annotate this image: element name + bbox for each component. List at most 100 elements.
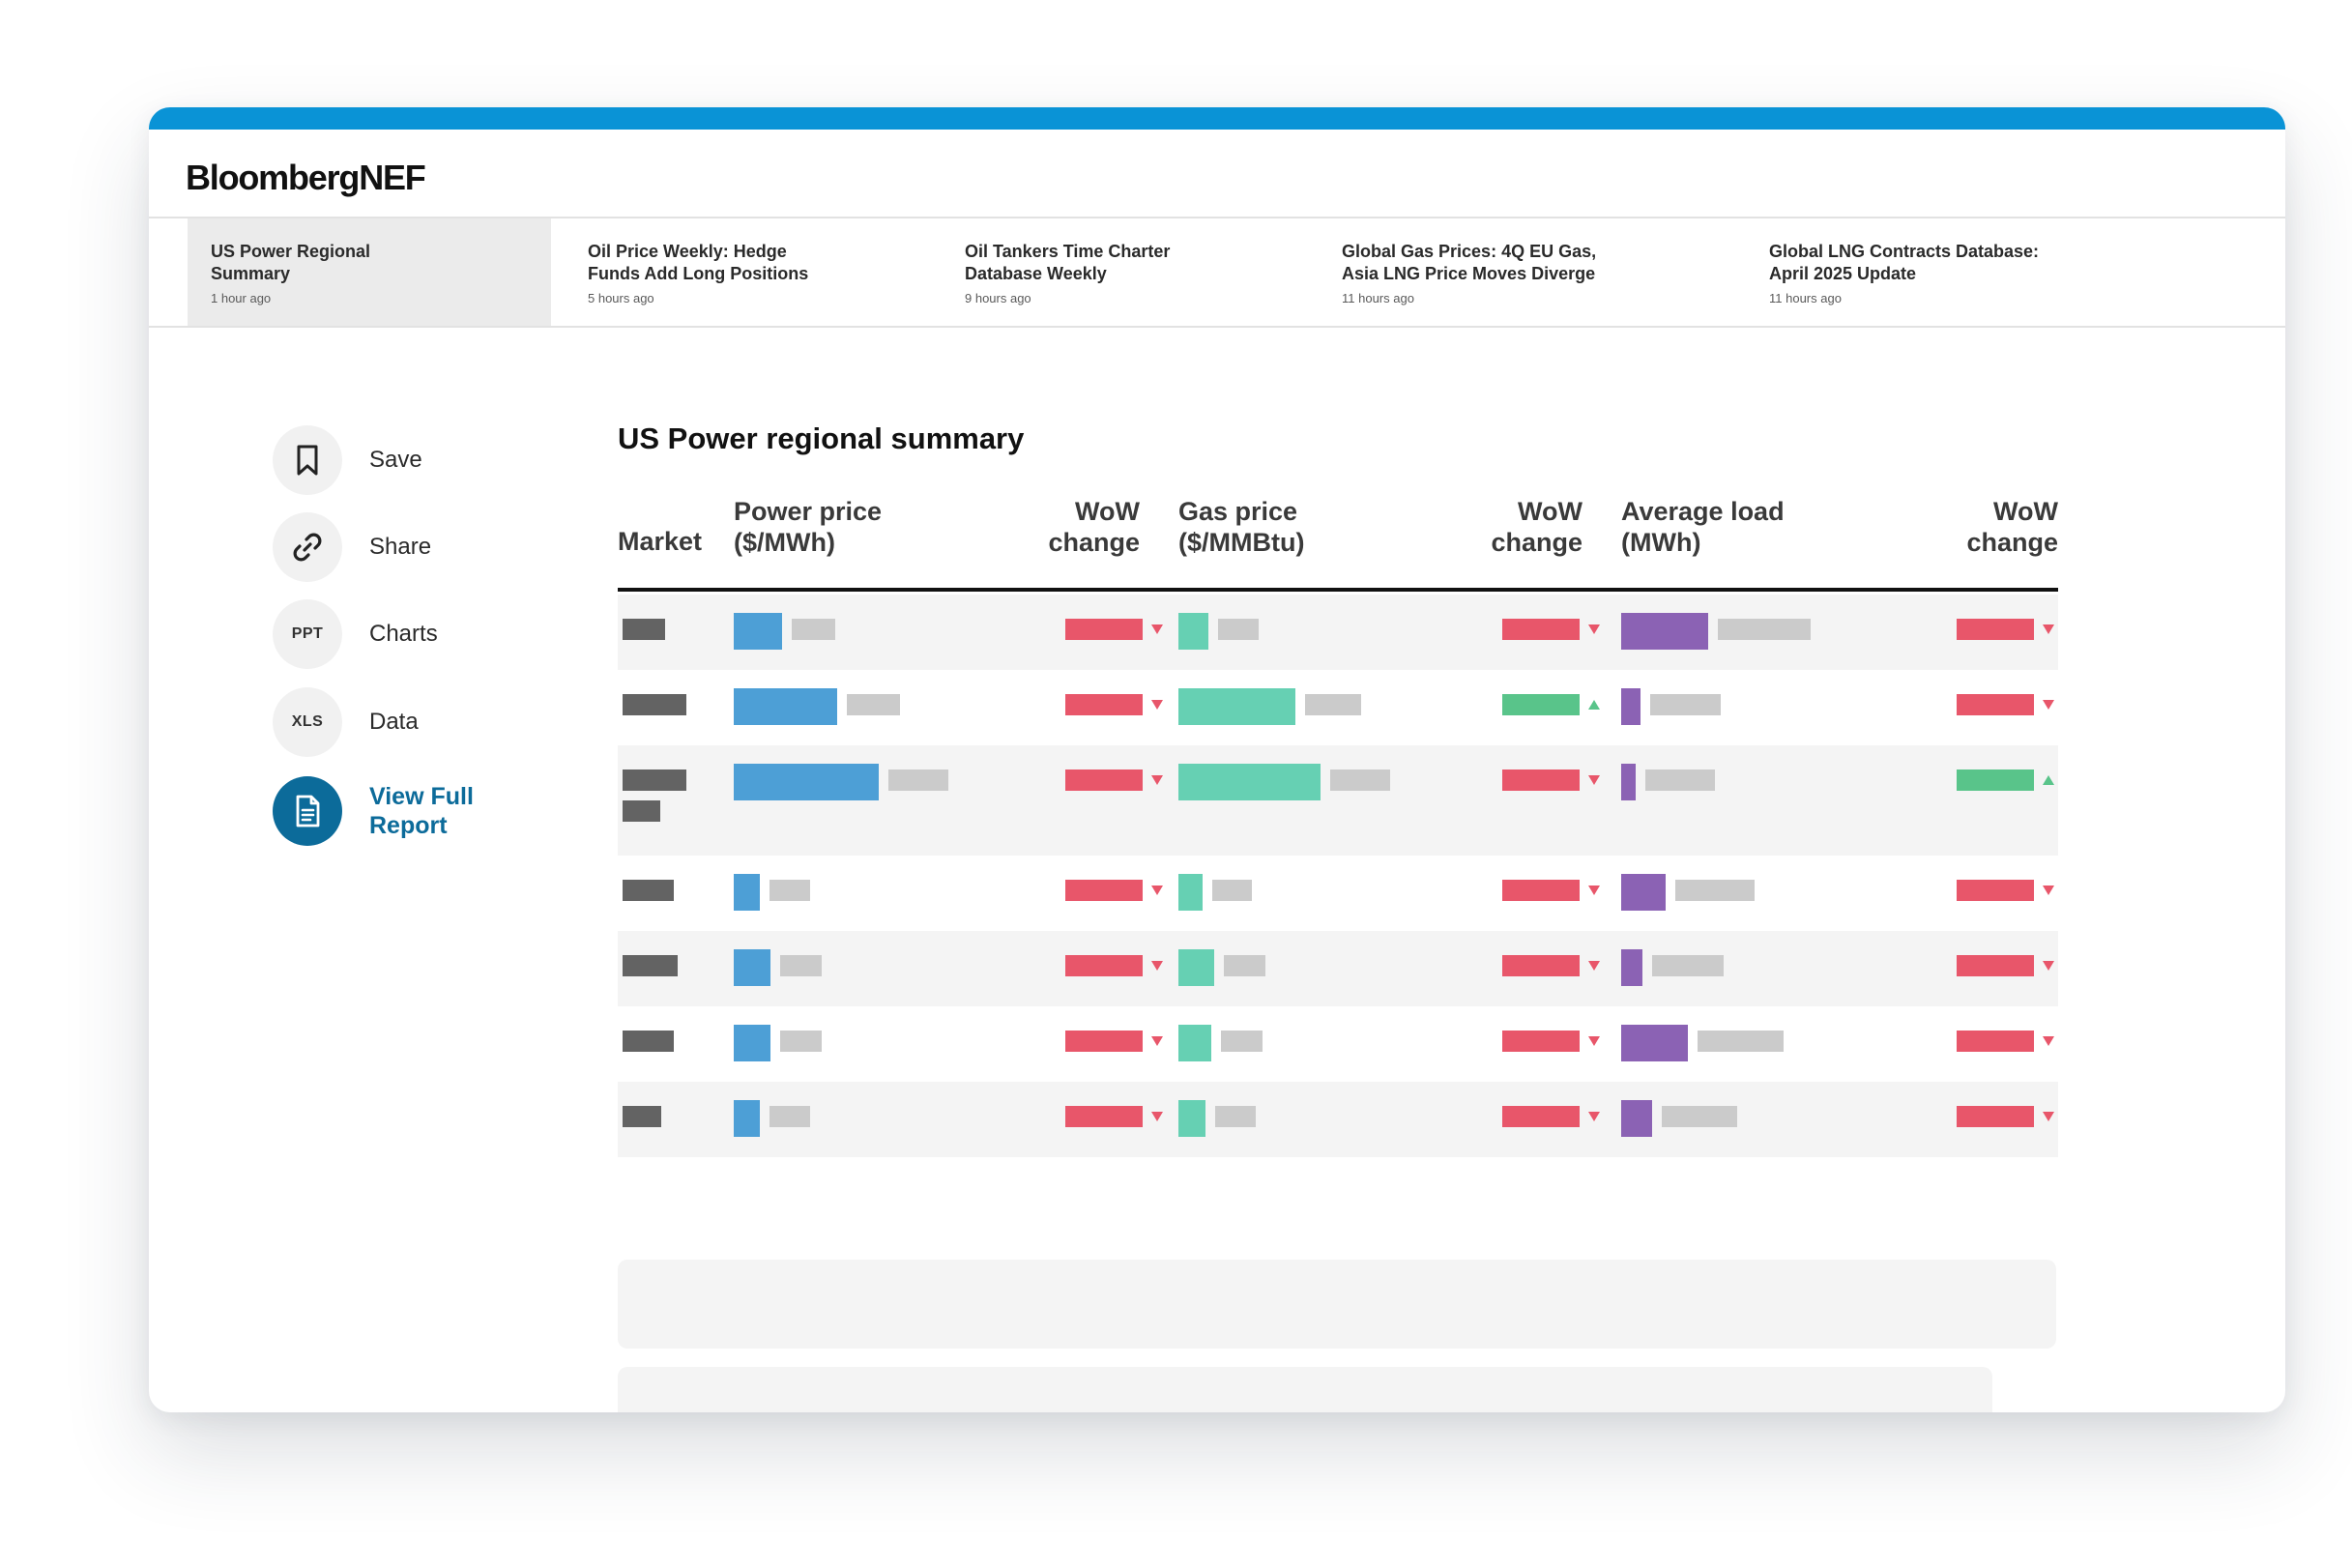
brand-logo[interactable]: BloombergNEF <box>186 158 426 197</box>
arrow-down-icon <box>1151 961 1163 971</box>
tab-global-lng-contracts[interactable]: Global LNG Contracts Database: April 202… <box>1746 218 2162 326</box>
arrow-down-icon <box>2043 886 2054 895</box>
gas-value-placeholder <box>1215 1106 1256 1127</box>
tab-oil-price-weekly[interactable]: Oil Price Weekly: Hedge Funds Add Long P… <box>565 218 932 326</box>
load-value-bar <box>1621 688 1641 725</box>
arrow-down-icon <box>2043 624 2054 634</box>
power-value-placeholder <box>780 955 822 976</box>
column-header-power-price: Power price ($/MWh) <box>734 497 883 557</box>
wow-change-bar <box>1065 955 1143 976</box>
load-value-placeholder <box>1650 694 1721 715</box>
load-value-placeholder <box>1662 1106 1737 1127</box>
market-name-placeholder <box>623 1031 674 1052</box>
article-tabs: US Power Regional Summary 1 hour ago Oil… <box>188 218 2285 326</box>
load-value-placeholder <box>1675 880 1755 901</box>
header-rule <box>618 588 2058 592</box>
power-value-bar <box>734 764 879 800</box>
wow-change-bar <box>1065 769 1143 791</box>
table-row[interactable] <box>618 1006 2058 1082</box>
tab-oil-tankers[interactable]: Oil Tankers Time Charter Database Weekly… <box>942 218 1309 326</box>
arrow-down-icon <box>1588 775 1600 785</box>
content-placeholder <box>618 1367 1992 1412</box>
table-row[interactable] <box>618 856 2058 931</box>
power-value-placeholder <box>769 880 810 901</box>
table-row[interactable] <box>618 670 2058 745</box>
load-value-bar <box>1621 613 1708 650</box>
power-value-placeholder <box>847 694 900 715</box>
arrow-down-icon <box>1151 775 1163 785</box>
wow-change-bar <box>1502 769 1580 791</box>
wow-change-bar <box>1957 769 2034 791</box>
load-value-bar <box>1621 874 1666 911</box>
app-window: BloombergNEF US Power Regional Summary 1… <box>149 107 2285 1412</box>
arrow-down-icon <box>2043 1112 2054 1121</box>
table-row[interactable] <box>618 595 2058 670</box>
tab-title: Oil Price Weekly: Hedge Funds Add Long P… <box>588 242 809 283</box>
bookmark-icon <box>297 445 318 476</box>
data-label: Data <box>369 709 419 735</box>
power-value-bar <box>734 874 760 911</box>
save-label: Save <box>369 447 422 473</box>
arrow-down-icon <box>1588 1036 1600 1046</box>
table-row[interactable] <box>618 745 2058 856</box>
wow-change-bar <box>1957 619 2034 640</box>
wow-change-bar <box>1957 1106 2034 1127</box>
tab-timestamp: 1 hour ago <box>211 291 272 305</box>
arrow-down-icon <box>1151 1112 1163 1121</box>
market-name-placeholder <box>623 880 674 901</box>
arrow-down-icon <box>1151 700 1163 710</box>
tab-timestamp: 5 hours ago <box>588 291 654 305</box>
wow-change-bar <box>1502 694 1580 715</box>
arrow-up-icon <box>1588 700 1600 710</box>
power-value-bar <box>734 1100 760 1137</box>
wow-change-bar <box>1065 694 1143 715</box>
charts-label: Charts <box>369 621 438 647</box>
document-icon <box>296 795 320 828</box>
column-header-market: Market <box>618 527 703 556</box>
xls-icon-text: XLS <box>291 713 324 730</box>
accent-bar <box>149 107 2285 130</box>
market-name-placeholder <box>623 955 678 976</box>
gas-value-placeholder <box>1330 769 1390 791</box>
wow-change-bar <box>1957 1031 2034 1052</box>
wow-change-bar <box>1065 880 1143 901</box>
load-value-bar <box>1621 1025 1688 1061</box>
wow-change-bar <box>1957 694 2034 715</box>
gas-value-placeholder <box>1212 880 1252 901</box>
tab-us-power-regional-summary[interactable]: US Power Regional Summary 1 hour ago <box>188 218 551 326</box>
tab-title: US Power Regional Summary <box>211 242 371 283</box>
xls-icon: XLS <box>273 687 342 757</box>
page-title: US Power regional summary <box>618 421 1025 455</box>
market-name-placeholder <box>623 1106 661 1127</box>
tabs-divider <box>149 326 2285 328</box>
gas-value-bar <box>1178 613 1208 650</box>
load-value-placeholder <box>1698 1031 1784 1052</box>
ppt-icon-text: PPT <box>291 625 324 642</box>
gas-value-bar <box>1178 764 1321 800</box>
arrow-down-icon <box>1588 624 1600 634</box>
table-row[interactable] <box>618 931 2058 1006</box>
arrow-down-icon <box>2043 961 2054 971</box>
content-placeholder <box>618 1260 2056 1349</box>
wow-change-bar <box>1502 1106 1580 1127</box>
load-value-placeholder <box>1652 955 1724 976</box>
arrow-down-icon <box>1151 886 1163 895</box>
gas-value-bar <box>1178 949 1214 986</box>
column-header-gas-wow: WoW change <box>1491 497 1583 557</box>
load-value-bar <box>1621 764 1636 800</box>
gas-value-bar <box>1178 688 1295 725</box>
gas-value-placeholder <box>1221 1031 1263 1052</box>
gas-value-bar <box>1178 1100 1205 1137</box>
market-name-placeholder <box>623 619 665 640</box>
power-value-bar <box>734 688 837 725</box>
wow-change-bar <box>1957 955 2034 976</box>
save-icon-circle <box>273 425 342 495</box>
arrow-down-icon <box>1588 1112 1600 1121</box>
view-full-report-label: View Full Report <box>369 783 474 839</box>
wow-change-bar <box>1065 1031 1143 1052</box>
load-value-bar <box>1621 1100 1652 1137</box>
power-value-placeholder <box>792 619 835 640</box>
tab-global-gas-prices[interactable]: Global Gas Prices: 4Q EU Gas, Asia LNG P… <box>1319 218 1734 326</box>
table-row[interactable] <box>618 1082 2058 1157</box>
tab-timestamp: 11 hours ago <box>1769 291 1842 305</box>
